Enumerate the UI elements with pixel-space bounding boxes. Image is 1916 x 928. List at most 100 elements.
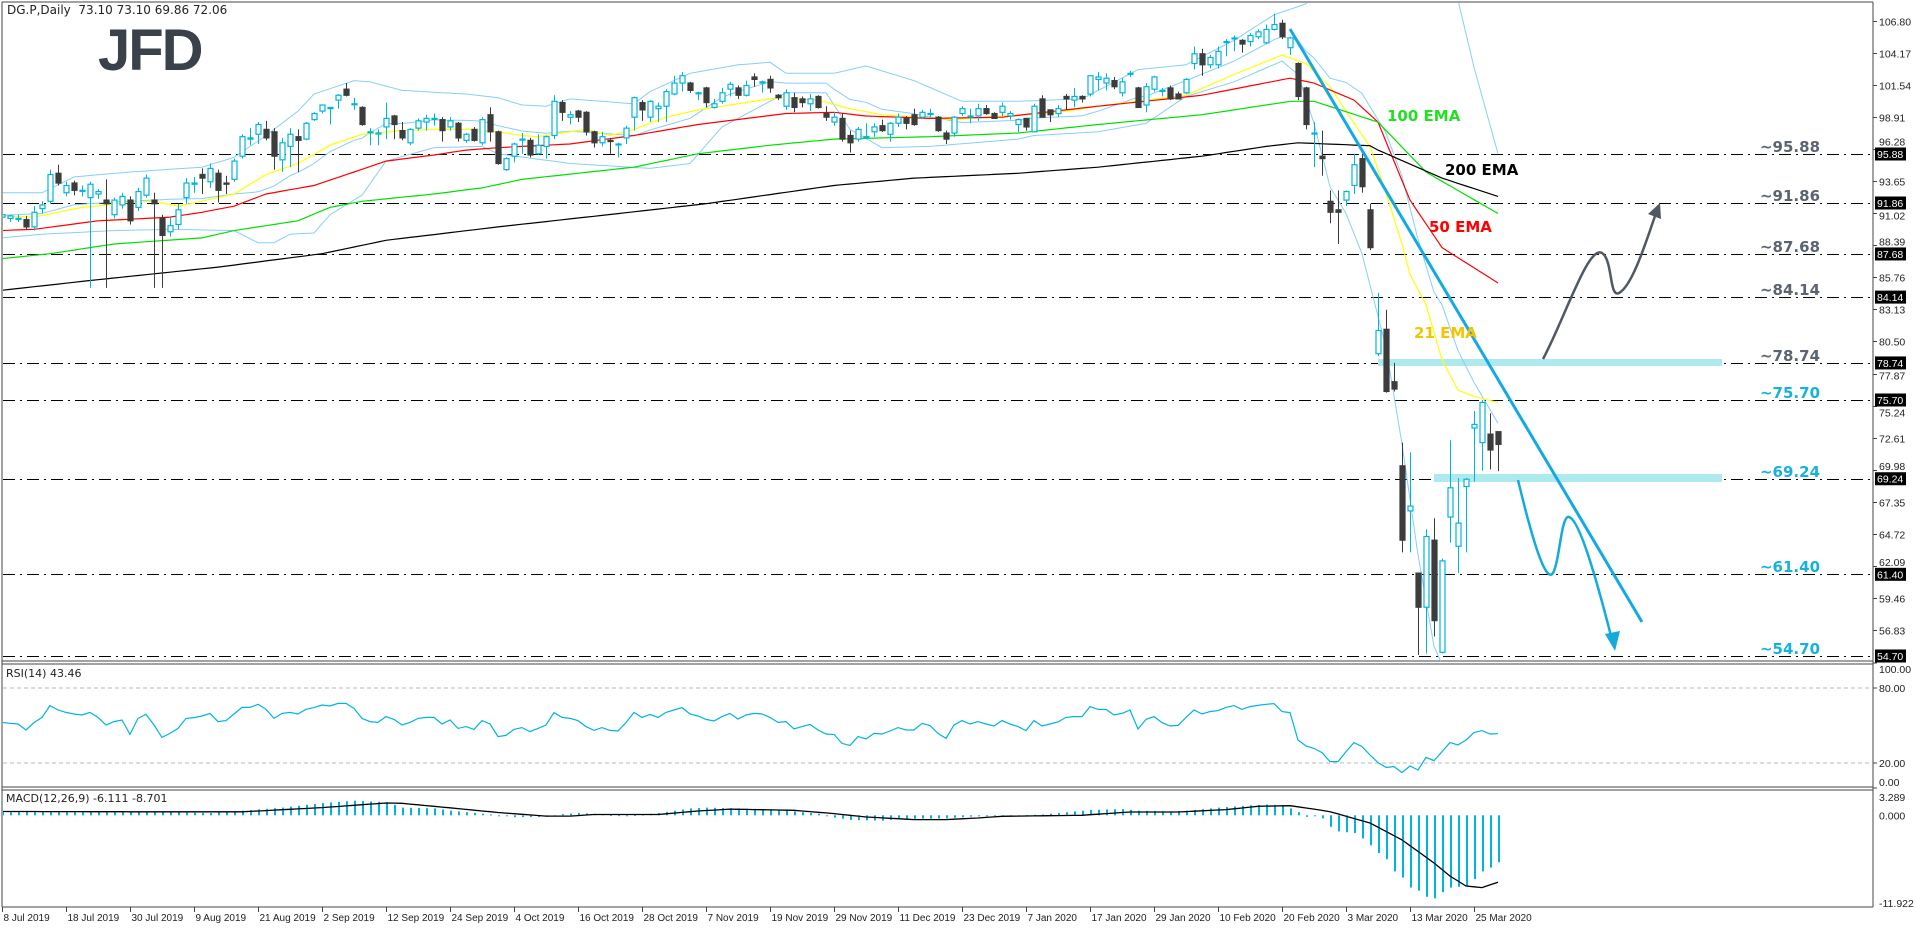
- candle[interactable]: [95, 189, 102, 199]
- candle[interactable]: [1407, 452, 1414, 553]
- candle[interactable]: [999, 102, 1006, 116]
- candle[interactable]: [1391, 362, 1398, 392]
- candle[interactable]: [303, 122, 310, 141]
- candle[interactable]: [815, 95, 822, 109]
- candle[interactable]: [983, 104, 990, 115]
- candle[interactable]: [479, 117, 486, 146]
- candle[interactable]: [487, 107, 494, 142]
- candle[interactable]: [975, 103, 982, 121]
- candle[interactable]: [1303, 86, 1310, 130]
- candle[interactable]: [895, 113, 902, 127]
- candle[interactable]: [1215, 46, 1222, 69]
- candle[interactable]: [519, 133, 526, 154]
- candle[interactable]: [871, 123, 878, 137]
- candle[interactable]: [551, 95, 558, 140]
- candle[interactable]: [911, 108, 918, 126]
- candle[interactable]: [471, 126, 478, 142]
- candle[interactable]: [1287, 36, 1294, 56]
- candle[interactable]: [1327, 190, 1334, 224]
- candle[interactable]: [79, 185, 86, 197]
- candle[interactable]: [1199, 48, 1206, 76]
- candle[interactable]: [1359, 153, 1366, 193]
- candle[interactable]: [1087, 75, 1094, 97]
- candle[interactable]: [31, 206, 38, 231]
- candle[interactable]: [1023, 117, 1030, 131]
- candle[interactable]: [855, 126, 862, 142]
- candle[interactable]: [799, 96, 806, 108]
- candle[interactable]: [927, 108, 934, 118]
- candle[interactable]: [447, 117, 454, 131]
- candle[interactable]: [639, 100, 646, 121]
- candle[interactable]: [1223, 39, 1230, 57]
- candle[interactable]: [743, 80, 750, 97]
- candle[interactable]: [463, 133, 470, 143]
- candle[interactable]: [1103, 73, 1110, 91]
- candle[interactable]: [1255, 29, 1262, 40]
- candle[interactable]: [351, 97, 358, 110]
- candle[interactable]: [1231, 35, 1238, 52]
- candle[interactable]: [935, 115, 942, 132]
- candle[interactable]: [1487, 413, 1494, 470]
- candle[interactable]: [1495, 431, 1502, 472]
- candle[interactable]: [239, 134, 246, 159]
- candle[interactable]: [423, 114, 430, 131]
- candle[interactable]: [1239, 39, 1246, 53]
- candle[interactable]: [1279, 19, 1286, 40]
- candle[interactable]: [119, 192, 126, 209]
- candle[interactable]: [863, 123, 870, 140]
- candle[interactable]: [623, 125, 630, 145]
- candle[interactable]: [215, 169, 222, 203]
- candle[interactable]: [255, 122, 262, 145]
- candle[interactable]: [919, 109, 926, 119]
- candle[interactable]: [1367, 203, 1374, 251]
- candle[interactable]: [127, 196, 134, 225]
- candle[interactable]: [1031, 103, 1038, 133]
- candle[interactable]: [1471, 410, 1478, 482]
- candle[interactable]: [1383, 309, 1390, 393]
- candle[interactable]: [1271, 13, 1278, 31]
- candle[interactable]: [1159, 87, 1166, 97]
- candle[interactable]: [751, 73, 758, 87]
- candle[interactable]: [143, 174, 150, 198]
- candle[interactable]: [567, 111, 574, 125]
- downtrend-line[interactable]: [1288, 28, 1644, 623]
- candle[interactable]: [823, 106, 830, 121]
- candle[interactable]: [607, 137, 614, 154]
- candle[interactable]: [671, 75, 678, 96]
- candle[interactable]: [1207, 55, 1214, 69]
- zone-69-24[interactable]: [1434, 474, 1722, 482]
- candle[interactable]: [1127, 70, 1134, 77]
- candle[interactable]: [223, 175, 230, 194]
- candle[interactable]: [1095, 72, 1102, 91]
- candle[interactable]: [767, 75, 774, 93]
- candle[interactable]: [663, 89, 670, 123]
- candle[interactable]: [55, 164, 62, 186]
- candle[interactable]: [383, 102, 390, 140]
- candle[interactable]: [1079, 95, 1086, 103]
- candle[interactable]: [759, 80, 766, 93]
- candle[interactable]: [599, 131, 606, 147]
- candle[interactable]: [503, 157, 510, 171]
- candle[interactable]: [1135, 86, 1142, 109]
- candle[interactable]: [247, 128, 254, 146]
- candle[interactable]: [839, 113, 846, 142]
- candle[interactable]: [1183, 78, 1190, 95]
- candle[interactable]: [335, 94, 342, 109]
- candle[interactable]: [679, 72, 686, 92]
- candle[interactable]: [367, 128, 374, 146]
- candle[interactable]: [527, 137, 534, 158]
- candle[interactable]: [263, 120, 270, 141]
- candle[interactable]: [1463, 478, 1470, 553]
- candle[interactable]: [1143, 83, 1150, 113]
- candle[interactable]: [1343, 190, 1350, 207]
- candle[interactable]: [311, 112, 318, 121]
- candle[interactable]: [1263, 24, 1270, 45]
- candle[interactable]: [1071, 87, 1078, 108]
- candle[interactable]: [159, 214, 166, 288]
- candle[interactable]: [727, 81, 734, 97]
- candle[interactable]: [655, 102, 662, 123]
- candle[interactable]: [1351, 153, 1358, 194]
- candle[interactable]: [183, 178, 190, 204]
- candle[interactable]: [455, 122, 462, 142]
